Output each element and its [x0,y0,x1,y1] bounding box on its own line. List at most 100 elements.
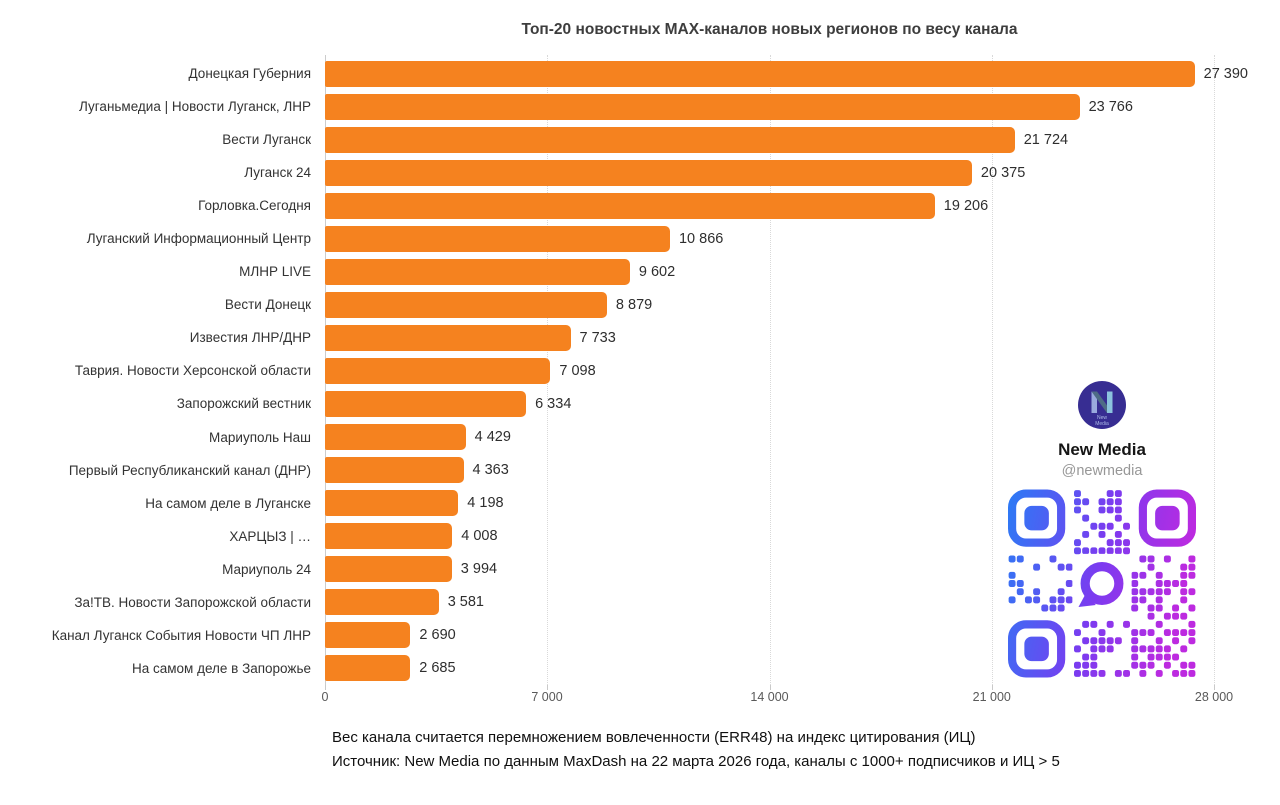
value-label: 8 879 [615,296,653,313]
bar-rows: Донецкая Губерния 27 390 Луганьмедиа | Нов… [0,57,1280,685]
bar [325,159,972,186]
bar-track: 7 098 [325,354,1214,387]
category-label: Вести Донецк [224,297,311,313]
bar-row: Мариуполь 24 3 994 [0,553,1280,586]
bar-row: На самом деле в Луганске 4 198 [0,487,1280,520]
value-label: 6 334 [535,395,572,412]
qr-code [1008,489,1196,678]
x-tick-label-14000: 14 000 [750,690,789,704]
brand-name: New Media [1058,440,1146,459]
bar [325,457,464,484]
category-label: Запорожский вестник [176,396,311,412]
footnotes: Вес канала считается перемножением вовле… [332,726,1060,774]
bar-row: Первый Республиканский канал (ДНР) 4 363 [0,454,1280,487]
x-tick-14000 [769,685,771,690]
bar-row: ХАРЦЫЗ | … 4 008 [0,520,1280,553]
bar [325,192,935,219]
svg-text:New: New [1097,415,1107,421]
bar [325,589,439,616]
value-label: 9 602 [638,263,676,280]
category-label: На самом деле в Луганске [145,495,311,511]
category-label: На самом деле в Запорожье [131,660,311,676]
gridline-28000 [1214,55,1215,685]
new-media-logo-icon: New Media [1078,381,1126,429]
x-tick-label-7000: 7 000 [531,690,563,704]
bar [325,655,411,682]
value-label: 21 724 [1023,131,1069,148]
value-label: 4 363 [472,462,509,479]
value-label: 4 198 [467,495,504,512]
category-label: Луганьмедиа | Новости Луганск, ЛНР [79,99,311,115]
bar-track: 2 690 [325,619,1214,652]
bar [325,60,1195,87]
x-tick-0 [325,685,326,690]
bar-track: 4 363 [325,454,1214,487]
value-label: 27 390 [1203,65,1248,82]
value-label: 7 098 [559,362,596,379]
value-label: 3 994 [460,561,498,578]
bar [325,357,551,384]
category-label: Луганский Информационный Центр [86,231,311,247]
svg-text:Media: Media [1095,421,1109,427]
bar-track: 27 390 [325,57,1248,90]
x-tick-21000 [991,685,993,690]
x-tick-label-28000: 28 000 [1194,690,1234,704]
bar-row: Донецкая Губерния 27 390 [0,57,1280,90]
branding-block: New Media New Media @newmedia [1008,381,1196,479]
category-label: Луганск 24 [244,165,311,181]
bar [325,126,1015,153]
bar-row: Запорожский вестник 6 334 [0,387,1280,420]
bar [325,93,1080,120]
bar-track: 6 334 [325,387,1214,420]
bar-track: 9 602 [325,255,1214,288]
value-label: 20 375 [980,164,1026,181]
value-label: 2 685 [419,660,456,677]
value-label: 10 866 [678,230,724,247]
bar-row: Вести Луганск 21 724 [0,123,1280,156]
bar-track: 10 866 [325,222,1214,255]
bar-row: За!ТВ. Новости Запорожской области 3 581 [0,586,1280,619]
bar [325,523,453,550]
value-label: 2 690 [419,627,456,644]
bar-row: Мариуполь Наш 4 429 [0,421,1280,454]
bar-track: 4 008 [325,520,1214,553]
category-label: МЛНР LIVE [239,264,311,280]
bar-track: 20 375 [325,156,1214,189]
bar-track: 2 685 [325,652,1214,685]
bar [325,258,630,285]
value-label: 4 429 [474,429,511,446]
bar-track: 4 429 [325,421,1214,454]
bar-row: На самом деле в Запорожье 2 685 [0,652,1280,685]
category-label: За!ТВ. Новости Запорожской области [74,594,311,610]
bar [325,390,527,417]
bar-track: 4 198 [325,487,1214,520]
category-label: Горловка.Сегодня [198,198,311,214]
footnote-source: Источник: New Media по данным MaxDash на… [332,753,1060,770]
category-label: Известия ЛНР/ДНР [189,330,311,346]
bar-track: 3 581 [325,586,1214,619]
bar [325,556,452,583]
category-label: Донецкая Губерния [188,66,311,82]
category-label: Мариуполь Наш [209,429,311,445]
category-label: Таврия. Новости Херсонской области [74,363,311,379]
bar-track: 3 994 [325,553,1214,586]
bar-row: Вести Донецк 8 879 [0,288,1280,321]
brand-handle: @newmedia [1061,463,1143,479]
bar-track: 7 733 [325,321,1214,354]
value-label: 19 206 [943,197,989,214]
bar-track: 19 206 [325,189,1214,222]
x-tick-label-21000: 21 000 [972,690,1011,704]
value-label: 7 733 [579,329,616,346]
category-label: Мариуполь 24 [222,561,311,577]
category-label: Вести Луганск [222,132,311,148]
bar-row: Таврия. Новости Херсонской области 7 098 [0,354,1280,387]
category-label: Канал Луганск События Новости ЧП ЛНР [51,627,311,643]
bar [325,490,459,517]
bar [325,225,670,252]
bar-row: Луганск 24 20 375 [0,156,1280,189]
bar-row: Горловка.Сегодня 19 206 [0,189,1280,222]
bar [325,424,466,451]
bar [325,622,411,649]
bar-row: Канал Луганск События Новости ЧП ЛНР 2 69… [0,619,1280,652]
